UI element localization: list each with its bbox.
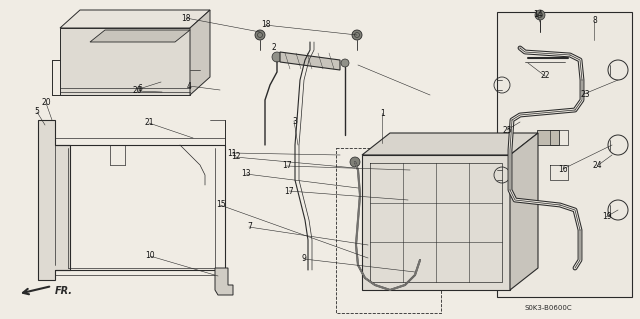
Polygon shape bbox=[215, 268, 233, 295]
Bar bbox=[377, 170, 495, 210]
Circle shape bbox=[352, 30, 362, 40]
Circle shape bbox=[364, 251, 372, 259]
Text: 7: 7 bbox=[247, 222, 252, 231]
Polygon shape bbox=[280, 52, 340, 70]
Text: 5: 5 bbox=[35, 107, 40, 116]
Text: 1: 1 bbox=[380, 109, 385, 118]
Text: 21: 21 bbox=[145, 118, 154, 127]
Text: 20: 20 bbox=[41, 98, 51, 107]
Text: 2: 2 bbox=[271, 43, 276, 52]
Circle shape bbox=[535, 10, 545, 20]
Circle shape bbox=[406, 256, 414, 264]
Text: 11: 11 bbox=[228, 149, 237, 158]
Text: 18: 18 bbox=[261, 20, 270, 29]
Polygon shape bbox=[362, 155, 510, 290]
Circle shape bbox=[445, 146, 457, 158]
Text: 24: 24 bbox=[592, 161, 602, 170]
Text: 6: 6 bbox=[137, 84, 142, 93]
Polygon shape bbox=[510, 133, 538, 290]
Text: 19: 19 bbox=[602, 212, 612, 221]
Text: 17: 17 bbox=[284, 187, 294, 196]
Circle shape bbox=[415, 255, 425, 265]
Circle shape bbox=[341, 59, 349, 67]
Text: 3: 3 bbox=[292, 117, 297, 126]
Circle shape bbox=[350, 157, 360, 167]
Text: 14: 14 bbox=[532, 10, 543, 19]
Text: 15: 15 bbox=[216, 200, 226, 209]
Circle shape bbox=[395, 146, 407, 158]
Bar bbox=[497, 12, 632, 297]
Polygon shape bbox=[90, 30, 190, 42]
Text: 10: 10 bbox=[145, 251, 156, 260]
Text: 9: 9 bbox=[301, 254, 307, 263]
Text: 4: 4 bbox=[186, 82, 191, 91]
Text: 13: 13 bbox=[241, 169, 252, 178]
Circle shape bbox=[168, 69, 176, 77]
Text: 17: 17 bbox=[282, 161, 292, 170]
Circle shape bbox=[255, 30, 265, 40]
Bar bbox=[336, 148, 441, 313]
Circle shape bbox=[272, 52, 282, 62]
Text: 12: 12 bbox=[231, 152, 240, 161]
Polygon shape bbox=[60, 28, 190, 95]
Text: 16: 16 bbox=[558, 165, 568, 174]
Polygon shape bbox=[60, 10, 210, 28]
Text: S0K3-B0600C: S0K3-B0600C bbox=[524, 305, 572, 311]
Text: 8: 8 bbox=[593, 16, 598, 25]
Text: 22: 22 bbox=[541, 71, 550, 80]
Bar bbox=[537, 130, 559, 145]
Text: 23: 23 bbox=[580, 90, 590, 99]
Circle shape bbox=[448, 149, 454, 155]
Polygon shape bbox=[190, 10, 210, 95]
Circle shape bbox=[125, 17, 135, 27]
Text: FR.: FR. bbox=[55, 286, 73, 296]
Circle shape bbox=[398, 149, 404, 155]
Circle shape bbox=[156, 64, 164, 72]
Text: 25: 25 bbox=[502, 126, 513, 135]
Polygon shape bbox=[362, 133, 538, 155]
Text: 18: 18 bbox=[181, 14, 190, 23]
Text: 20: 20 bbox=[132, 86, 142, 95]
Circle shape bbox=[121, 13, 139, 31]
Polygon shape bbox=[38, 120, 70, 280]
